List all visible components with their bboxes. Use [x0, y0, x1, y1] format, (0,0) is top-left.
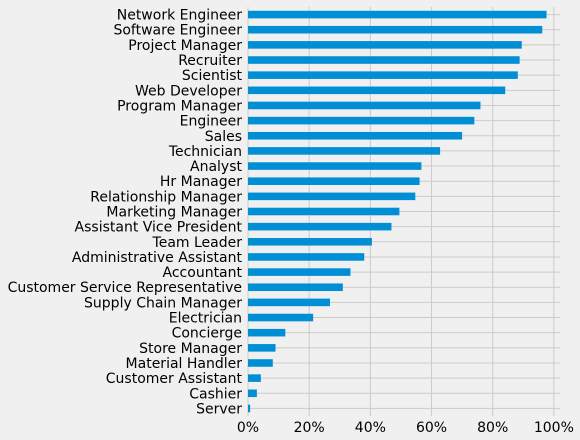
- bar: [248, 328, 286, 337]
- bar: [248, 131, 463, 140]
- bar: [248, 25, 543, 34]
- x-tick-label: 100%: [534, 420, 574, 436]
- bar: [248, 313, 314, 322]
- y-tick-label: Customer Service Representative: [8, 280, 242, 296]
- y-tick-label: Assistant Vice President: [75, 220, 243, 236]
- bar: [248, 86, 506, 95]
- x-tick-labels: 0% 20% 40% 60% 80% 100%: [237, 420, 574, 436]
- x-tick-label: 0%: [237, 420, 259, 436]
- bar: [248, 116, 475, 125]
- y-tick-label: Material Handler: [126, 356, 243, 372]
- y-tick-label: Relationship Manager: [90, 189, 242, 205]
- y-tick-label: Supply Chain Manager: [84, 295, 242, 311]
- y-tick-label: Cashier: [189, 386, 242, 402]
- y-tick-label: Electrician: [169, 311, 242, 327]
- bar: [248, 268, 351, 276]
- bar: [248, 344, 276, 352]
- bar: [248, 298, 330, 307]
- bar: [248, 177, 420, 185]
- bar: [248, 238, 372, 246]
- bar: [248, 389, 257, 398]
- bar: [248, 162, 422, 170]
- y-tick-label: Technician: [168, 144, 242, 160]
- bar: [248, 253, 365, 261]
- bar: [248, 374, 261, 382]
- bars: [248, 10, 547, 413]
- x-tick-label: 60%: [416, 420, 447, 436]
- y-tick-label: Network Engineer: [117, 8, 242, 24]
- y-tick-label: Sales: [205, 129, 242, 145]
- y-tick-label: Concierge: [172, 326, 242, 342]
- bar: [248, 56, 520, 64]
- y-tick-label: Web Developer: [135, 83, 242, 99]
- x-tick-label: 80%: [477, 420, 508, 436]
- bar: [248, 283, 343, 292]
- y-tick-label: Server: [196, 401, 242, 417]
- x-tick-label: 20%: [294, 420, 325, 436]
- y-tick-label: Hr Manager: [160, 174, 242, 190]
- bar: [248, 359, 273, 367]
- bar: [248, 222, 392, 231]
- bar: [248, 207, 400, 216]
- y-tick-label: Engineer: [180, 114, 243, 130]
- y-tick-label: Project Manager: [128, 38, 242, 54]
- bar: [248, 147, 441, 155]
- y-tick-label: Analyst: [190, 159, 242, 175]
- y-tick-label: Recruiter: [178, 53, 242, 69]
- x-tick-label: 40%: [355, 420, 386, 436]
- y-tick-label: Software Engineer: [113, 23, 242, 39]
- y-tick-label: Administrative Assistant: [72, 250, 243, 266]
- bar: [248, 71, 518, 79]
- y-tick-label: Program Manager: [117, 98, 242, 114]
- bar: [248, 192, 416, 201]
- y-tick-label: Accountant: [163, 265, 243, 281]
- y-tick-label: Marketing Manager: [106, 205, 242, 221]
- y-tick-label: Scientist: [182, 68, 243, 84]
- bar: [248, 10, 547, 19]
- y-tick-label: Team Leader: [152, 235, 243, 251]
- bar: [248, 41, 522, 49]
- bar: [248, 101, 481, 110]
- y-tick-label: Customer Assistant: [106, 371, 243, 387]
- bar: [248, 404, 251, 413]
- y-tick-label: Store Manager: [139, 341, 242, 357]
